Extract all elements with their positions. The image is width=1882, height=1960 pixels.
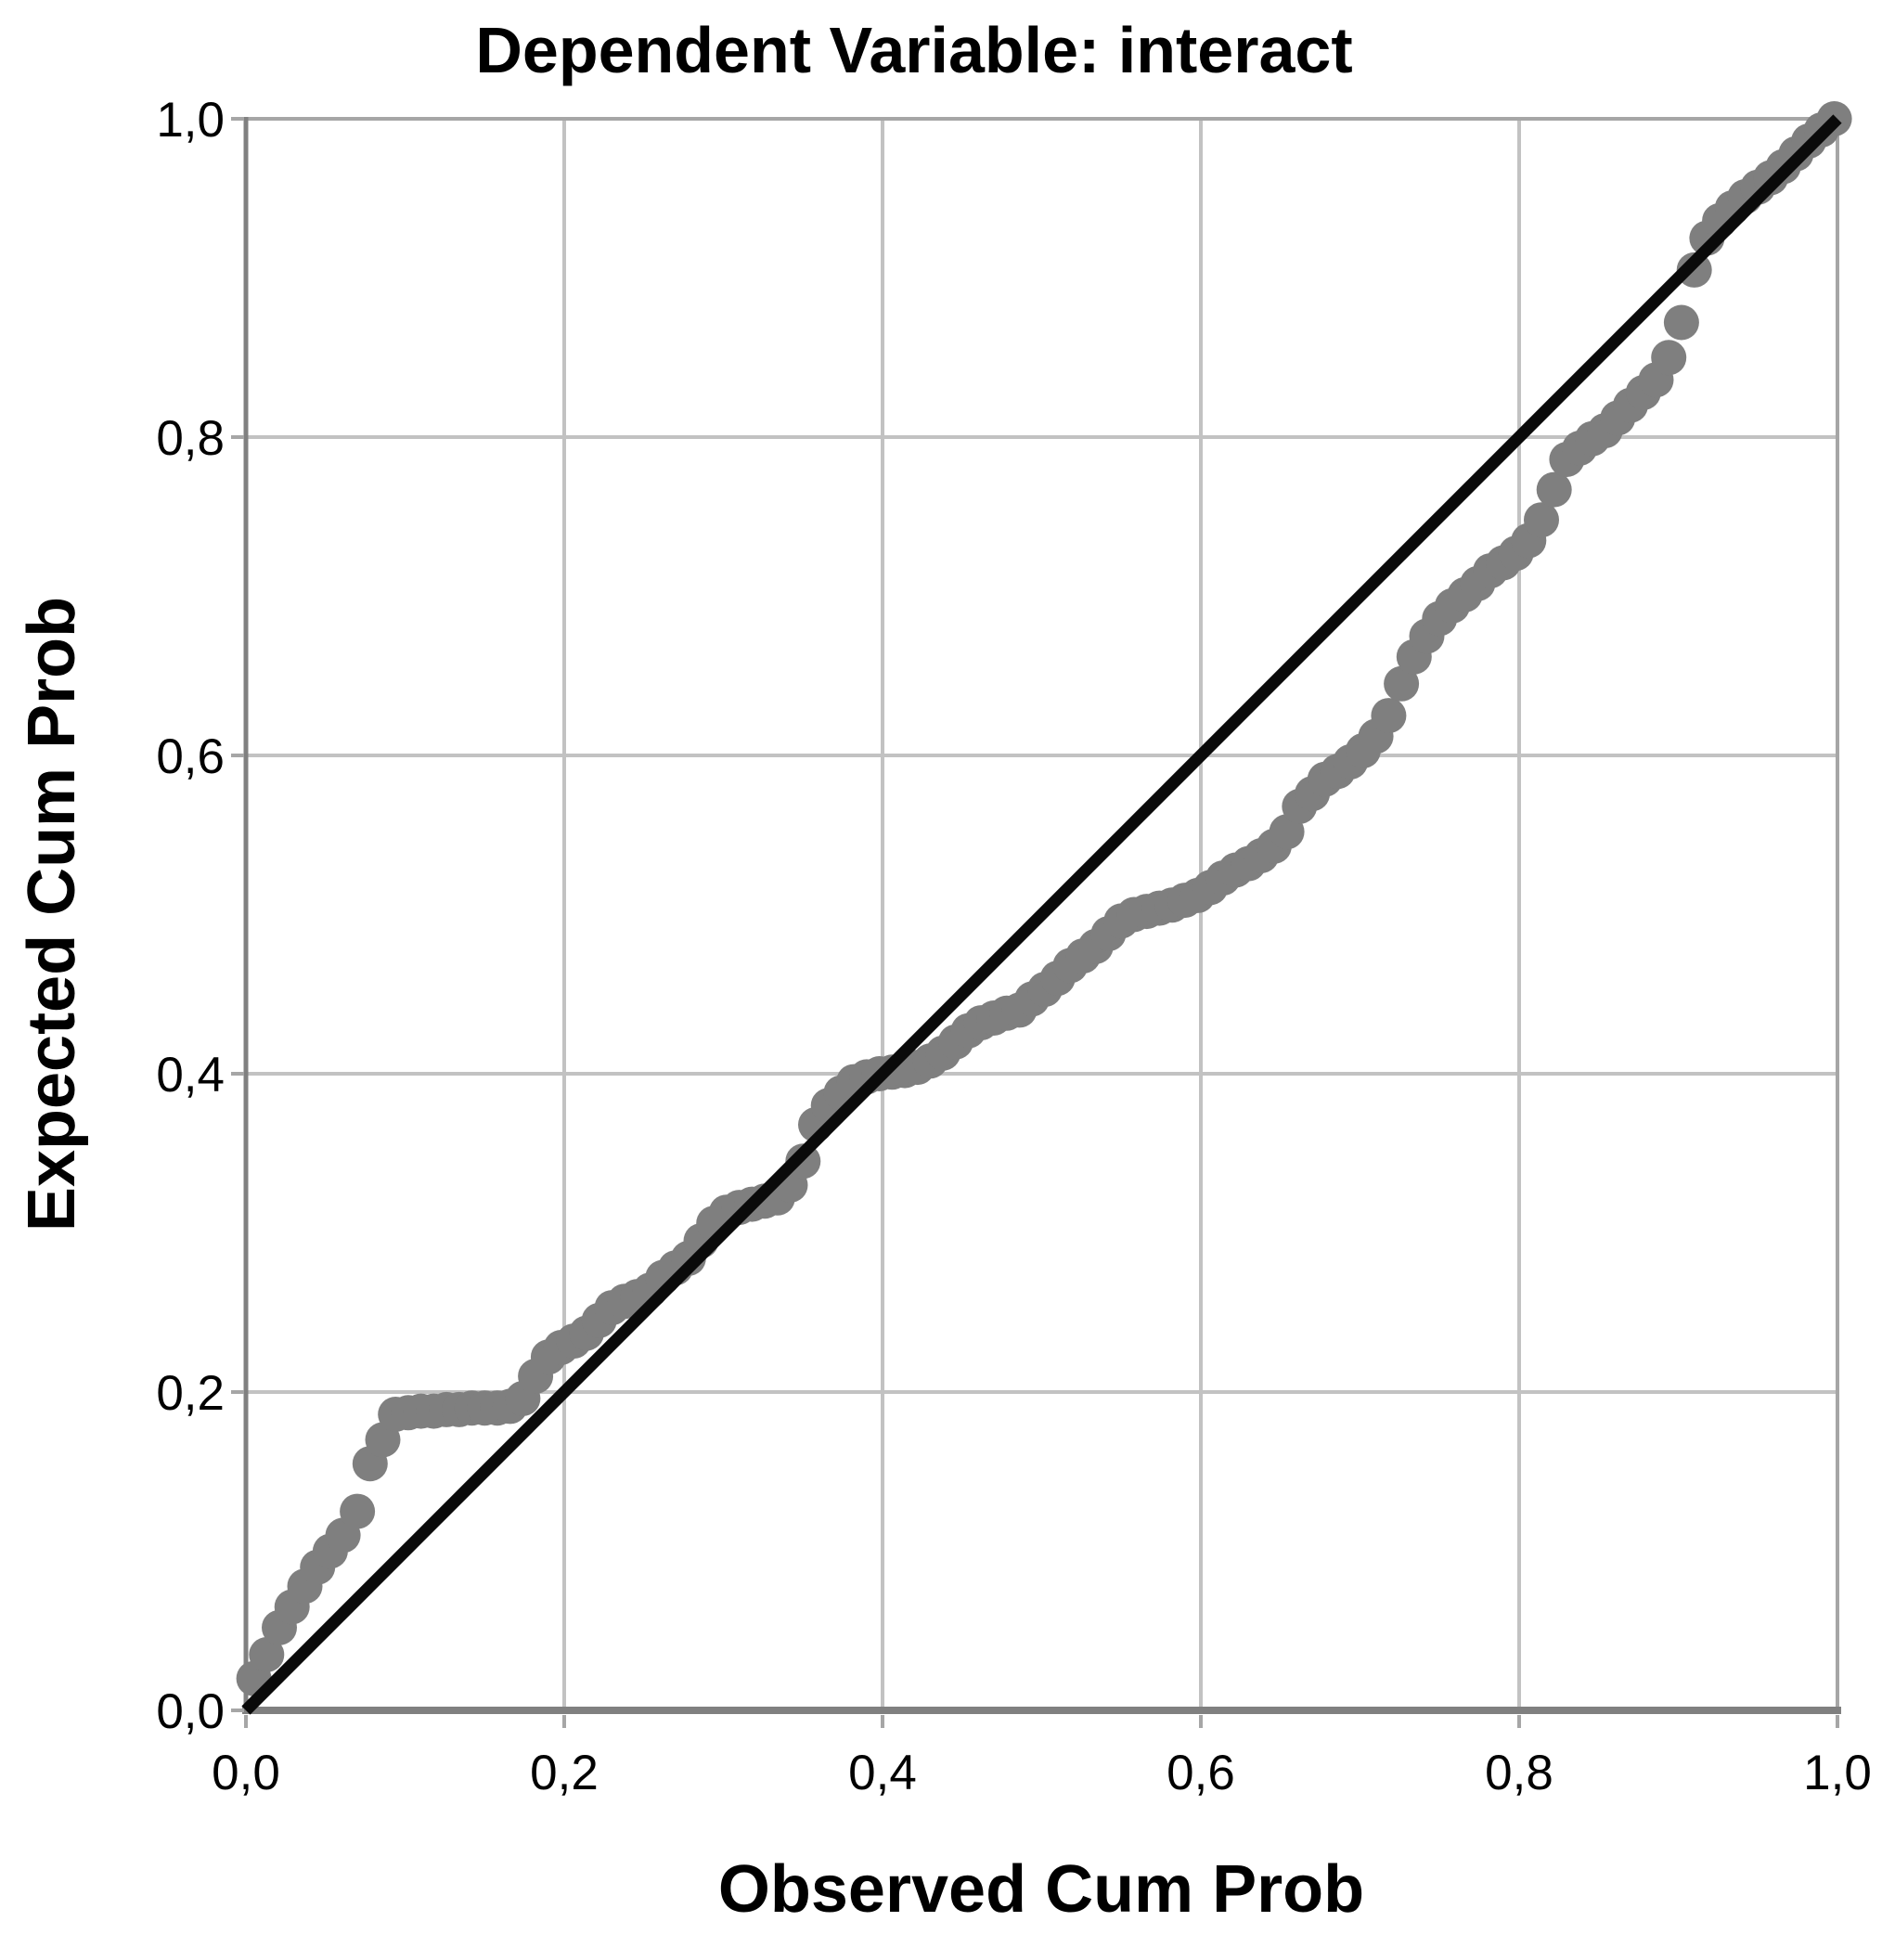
- data-point: [1371, 698, 1407, 734]
- x-tick-label-0: 0,0: [212, 1746, 280, 1800]
- data-points: [236, 101, 1852, 1696]
- data-point: [1536, 471, 1572, 508]
- y-tick-label-0: 0,0: [156, 1684, 225, 1739]
- y-tick-label-2: 0,4: [156, 1048, 225, 1102]
- x-tick-label-2: 0,4: [848, 1746, 917, 1800]
- tick-marks: [231, 117, 1839, 1728]
- x-tick-label-3: 0,6: [1167, 1746, 1235, 1800]
- y-tick-label-5: 1,0: [156, 93, 225, 148]
- y-tick-label-4: 0,8: [156, 411, 225, 466]
- x-tick-label-1: 0,2: [530, 1746, 599, 1800]
- y-tick-label-3: 0,6: [156, 729, 225, 784]
- x-tick-label-5: 1,0: [1803, 1746, 1872, 1800]
- x-tick-label-4: 0,8: [1485, 1746, 1553, 1800]
- data-point: [1663, 304, 1699, 341]
- data-point: [1651, 340, 1687, 376]
- plot-frame: [242, 117, 1841, 1714]
- x-tick-labels: 0,0 0,2 0,4 0,6 0,8 1,0: [212, 1746, 1872, 1800]
- y-tick-labels: 0,0 0,2 0,4 0,6 0,8 1,0: [156, 93, 225, 1739]
- y-axis-title: Expected Cum Prob: [15, 597, 89, 1231]
- x-axis-title: Observed Cum Prob: [718, 1852, 1364, 1927]
- y-tick-label-1: 0,2: [156, 1366, 225, 1421]
- data-point: [1384, 665, 1420, 702]
- data-point: [249, 1637, 285, 1672]
- data-point: [340, 1493, 376, 1529]
- chart-title: Dependent Variable: interact: [475, 14, 1352, 86]
- data-point: [1524, 502, 1559, 538]
- reference-line: [241, 114, 1842, 1715]
